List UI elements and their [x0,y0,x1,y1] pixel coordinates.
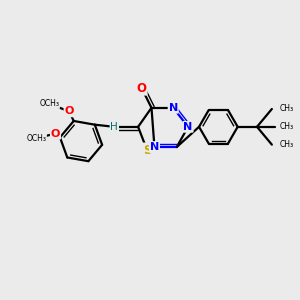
Text: O: O [51,129,60,139]
Text: CH₃: CH₃ [280,122,294,131]
Text: N: N [150,142,159,152]
Text: CH₃: CH₃ [279,104,293,113]
Text: N: N [169,103,178,113]
Text: methoxy: methoxy [46,103,53,105]
Text: O: O [64,106,74,116]
Text: H: H [110,122,118,132]
Text: S: S [143,143,151,157]
Text: CH₃: CH₃ [279,140,293,149]
Text: O: O [137,82,147,95]
Text: N: N [183,122,193,132]
Text: OCH₃: OCH₃ [26,134,46,142]
Text: OCH₃: OCH₃ [40,99,59,108]
